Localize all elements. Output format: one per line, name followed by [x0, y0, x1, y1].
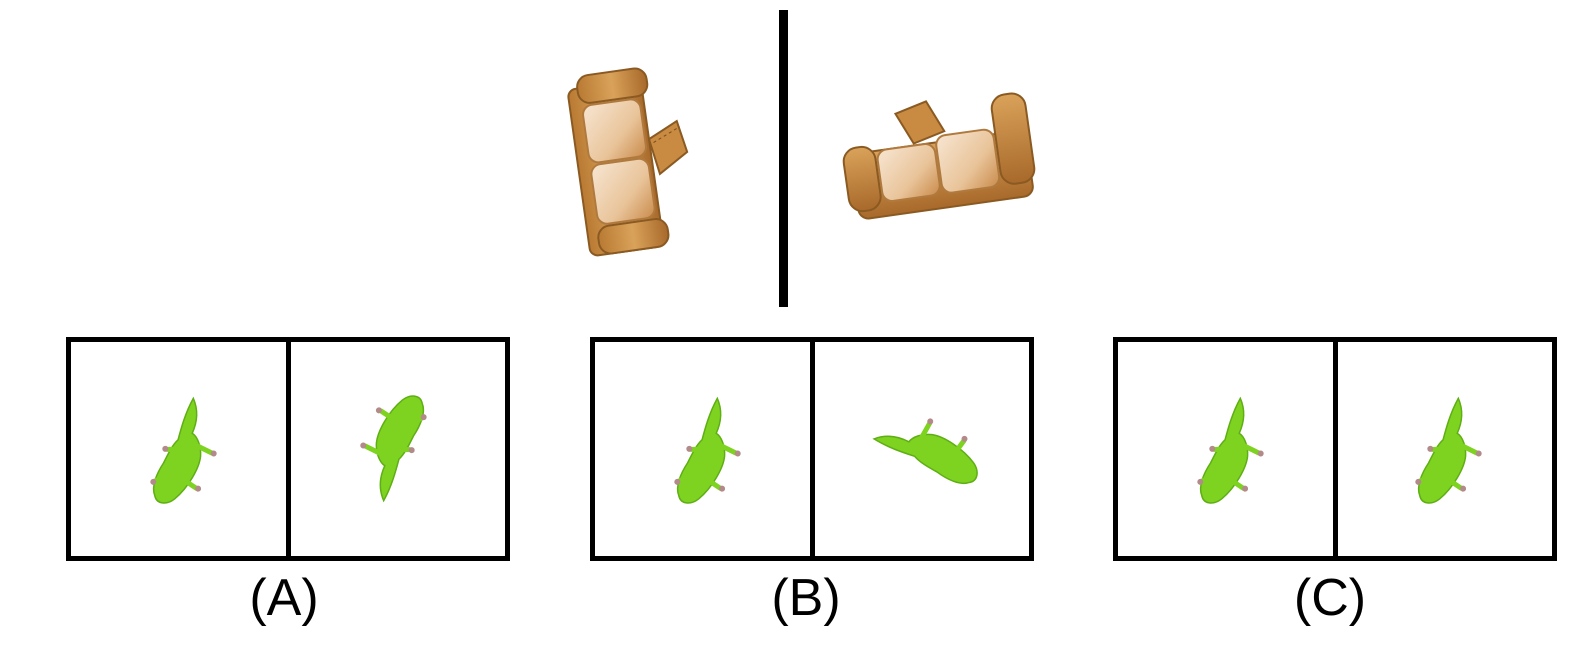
option-a-divider	[286, 342, 291, 556]
option-c-frame[interactable]	[1113, 337, 1557, 561]
option-a-right-cell	[291, 342, 505, 556]
option-c-divider	[1333, 342, 1338, 556]
option-b-right-cell	[815, 342, 1029, 556]
gecko-icon	[674, 396, 741, 504]
option-a-frame[interactable]	[66, 337, 510, 561]
option-b-label: (B)	[771, 569, 841, 627]
gecko-icon	[1197, 396, 1264, 504]
option-a-left-cell	[71, 342, 286, 556]
option-c-right-cell	[1338, 342, 1552, 556]
option-b-left-cell	[595, 342, 810, 556]
reference-divider	[779, 10, 788, 307]
option-b-divider	[810, 342, 815, 556]
sofa-right-image	[842, 92, 1036, 220]
sofa-left-image	[567, 67, 689, 257]
gecko-icon	[872, 418, 978, 484]
option-b-frame[interactable]	[590, 337, 1034, 561]
option-a-label: (A)	[249, 569, 319, 627]
gecko-icon	[1415, 396, 1482, 504]
option-c-left-cell	[1118, 342, 1333, 556]
gecko-icon	[150, 396, 217, 504]
gecko-icon	[360, 395, 427, 503]
option-c-label: (C)	[1293, 569, 1367, 627]
